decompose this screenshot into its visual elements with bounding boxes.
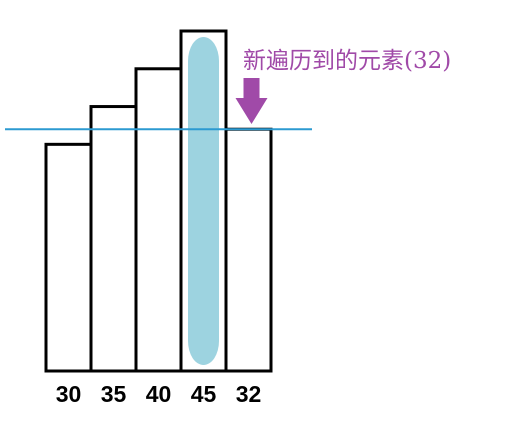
pointer-group: 新遍历到的元素(32): [235, 48, 451, 124]
annotation-label: 新遍历到的元素(32): [243, 48, 451, 74]
highlight-layer: [188, 37, 219, 365]
value-label-0: 30: [56, 381, 82, 407]
value-label-4: 32: [236, 381, 262, 407]
value-labels-group: 30 35 40 45 32: [56, 381, 262, 407]
down-arrow-icon: [235, 78, 268, 124]
bar-2: [134, 67, 183, 373]
highlight-capsule: [188, 37, 219, 365]
bar-0: [44, 142, 93, 373]
bar-1: [89, 105, 138, 373]
value-label-2: 40: [146, 381, 172, 407]
value-label-3: 45: [191, 381, 217, 407]
bar-4: [224, 127, 273, 373]
bars-group: [44, 29, 273, 373]
value-label-1: 35: [101, 381, 127, 407]
